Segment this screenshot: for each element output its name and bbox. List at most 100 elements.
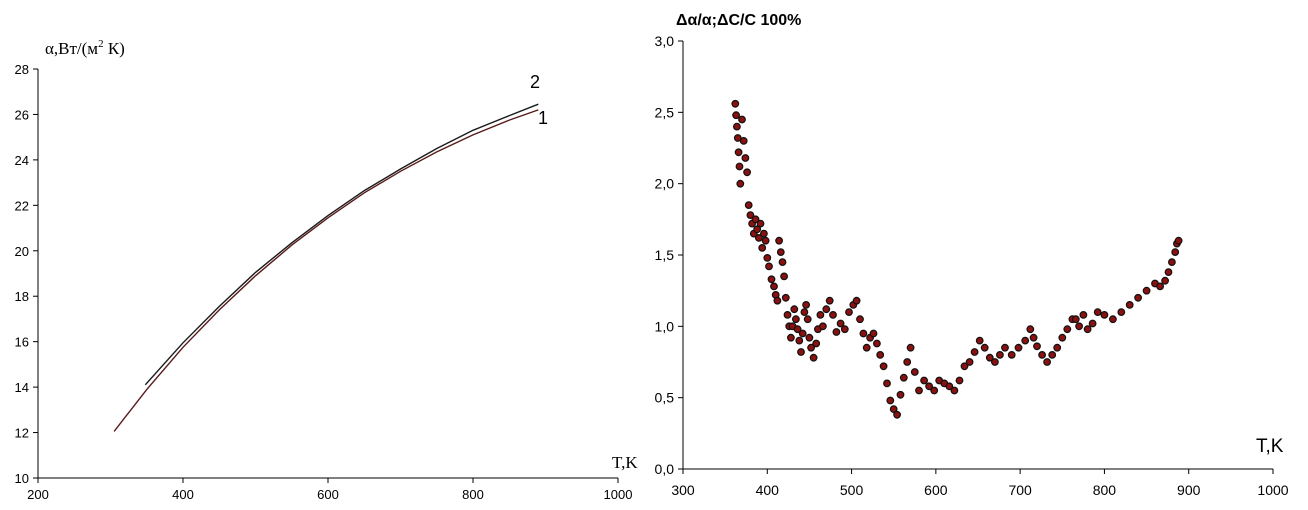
right-x-tick-label: 800 — [1093, 482, 1117, 498]
right-y-tick-label: 2,5 — [655, 104, 675, 120]
scatter-point — [903, 358, 912, 366]
scatter-point — [1001, 343, 1009, 352]
scatter-point — [805, 333, 814, 342]
curve-1-label: 1 — [538, 108, 548, 128]
scatter-point — [1083, 325, 1092, 334]
scatter-point — [803, 315, 812, 324]
scatter-point — [763, 253, 772, 262]
scatter-point — [1167, 258, 1176, 267]
scatter-point — [795, 336, 804, 345]
left-y-tick-label: 12 — [15, 426, 29, 441]
scatter-point — [739, 136, 748, 145]
scatter-point — [996, 351, 1004, 359]
scatter-point — [1071, 315, 1080, 324]
scatter-point — [767, 275, 776, 284]
right-scatter-points — [731, 99, 1183, 419]
left-y-tick-label: 28 — [15, 62, 29, 77]
scatter-point — [876, 351, 885, 359]
scatter-point — [910, 368, 919, 376]
scatter-point — [741, 154, 750, 162]
right-axes — [682, 41, 1273, 470]
scatter-point — [735, 162, 744, 171]
left-y-tick-label: 26 — [15, 107, 29, 122]
scatter-point — [889, 405, 898, 414]
scatter-point — [1021, 336, 1030, 345]
scatter-point — [1033, 342, 1041, 351]
scatter-point — [829, 311, 837, 319]
right-x-tick-label: 500 — [840, 482, 864, 498]
scatter-point — [1108, 315, 1117, 324]
scatter-point — [761, 236, 770, 245]
scatter-point — [883, 379, 891, 388]
scatter-point — [756, 219, 765, 228]
scatter-point — [807, 343, 815, 352]
right-x-tick-label: 400 — [756, 482, 780, 498]
scatter-point — [1142, 286, 1151, 295]
scatter-point — [960, 362, 969, 371]
scatter-point — [893, 410, 901, 419]
scatter-point — [733, 122, 741, 131]
scatter-point — [906, 343, 915, 352]
scatter-point — [825, 296, 834, 305]
right-y-tick-label: 1,5 — [655, 247, 675, 263]
scatter-point — [856, 315, 864, 324]
scatter-point — [798, 329, 807, 338]
curve-1-line — [113, 109, 539, 432]
scatter-point — [920, 376, 928, 385]
scatter-point — [1007, 351, 1016, 359]
scatter-point — [1161, 276, 1169, 285]
scatter-point — [780, 272, 788, 281]
scatter-point — [840, 325, 849, 334]
scatter-point — [852, 296, 861, 305]
scatter-point — [1038, 351, 1046, 359]
scatter-point — [879, 362, 888, 371]
scatter-point — [1174, 236, 1183, 245]
scatter-point — [781, 293, 790, 302]
right-y-tick-label: 0,0 — [655, 461, 675, 477]
scatter-point — [755, 233, 763, 242]
scatter-point — [925, 382, 933, 391]
scatter-point — [822, 305, 831, 314]
scatter-point — [832, 328, 841, 336]
scatter-point — [746, 211, 755, 220]
left-series — [113, 103, 539, 432]
scatter-point — [950, 386, 959, 395]
scatter-point — [790, 305, 799, 314]
scatter-point — [787, 333, 795, 342]
scatter-point — [800, 308, 809, 317]
curve-2-line — [144, 103, 539, 386]
scatter-point — [1048, 351, 1057, 359]
scatter-point — [991, 358, 999, 366]
scatter-point — [734, 148, 743, 157]
right-x-tick-label: 900 — [1177, 482, 1201, 498]
scatter-point — [980, 343, 989, 352]
left-x-tick-label: 200 — [27, 487, 49, 502]
scatter-point — [744, 201, 753, 210]
left-x-axis-label: T,K — [612, 453, 638, 472]
scatter-point — [765, 262, 773, 271]
scatter-point — [1014, 343, 1023, 352]
right-ticks: 300 400 500 600 700 800 900 1000 0,0 0,5 1,0 1,5 2,0… — [655, 33, 1289, 498]
scatter-point — [975, 336, 984, 345]
right-chart-title: Δα/α;ΔC/C 100% — [676, 12, 801, 29]
scatter-point — [760, 229, 768, 238]
left-y-tick-label: 24 — [15, 153, 29, 168]
scatter-point — [1053, 343, 1062, 352]
right-y-tick-label: 1,0 — [655, 318, 675, 334]
scatter-point — [736, 179, 745, 188]
scatter-point — [792, 315, 800, 324]
scatter-point — [1100, 311, 1109, 319]
scatter-point — [738, 115, 746, 124]
scatter-point — [758, 243, 767, 252]
scatter-point — [955, 376, 964, 385]
scatter-point — [751, 215, 760, 224]
scatter-point — [812, 339, 821, 348]
scatter-point — [930, 386, 939, 395]
scatter-point — [793, 325, 802, 334]
scatter-point — [770, 282, 778, 291]
scatter-point — [1171, 248, 1180, 257]
scatter-point — [845, 308, 853, 317]
scatter-point — [1088, 319, 1097, 328]
scatter-point — [775, 236, 783, 245]
